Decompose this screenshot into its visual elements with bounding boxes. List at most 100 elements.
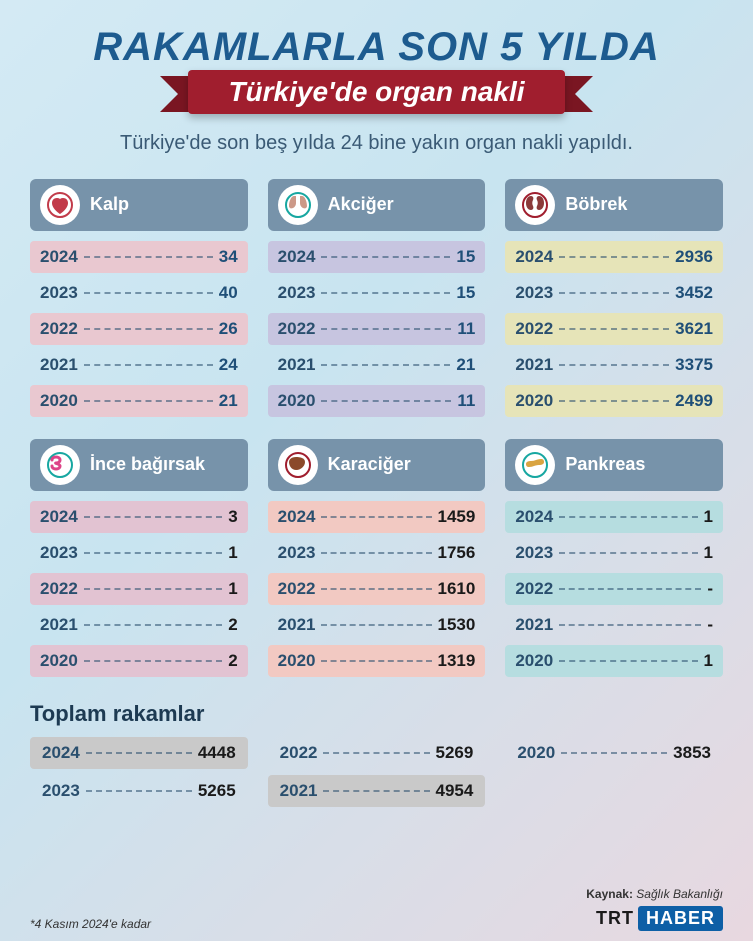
data-row: 20241459	[268, 501, 486, 533]
dots-separator	[84, 328, 213, 330]
value-label: 11	[457, 391, 475, 411]
year-label: 2022	[40, 319, 78, 339]
year-label: 2020	[515, 391, 553, 411]
total-row: 20225269	[268, 737, 486, 769]
dots-separator	[84, 256, 213, 258]
year-label: 2024	[515, 507, 553, 527]
dots-separator	[321, 328, 451, 330]
data-row: 20202	[30, 645, 248, 677]
value-label: 1756	[438, 543, 476, 563]
dots-separator	[559, 400, 669, 402]
organ-card: Akciğer202415202315202211202121202011	[268, 179, 486, 421]
value-label: 2	[228, 615, 237, 635]
total-year: 2024	[42, 743, 80, 763]
heart-icon	[40, 185, 80, 225]
data-row: 20223621	[505, 313, 723, 345]
data-row: 2023 1	[30, 537, 248, 569]
data-row: 20233452	[505, 277, 723, 309]
dots-separator	[84, 552, 222, 554]
dots-separator	[559, 660, 697, 662]
value-label: 1	[704, 543, 713, 563]
totals-title: Toplam rakamlar	[30, 701, 723, 727]
organ-grid: Kalp202434202340202226202124202021Akciğe…	[30, 179, 723, 681]
data-row: 2023 40	[30, 277, 248, 309]
data-row: 2023 1756	[268, 537, 486, 569]
data-row: 2021 3375	[505, 349, 723, 381]
year-label: 2020	[278, 651, 316, 671]
dots-separator	[84, 400, 213, 402]
total-value: 4954	[436, 781, 474, 801]
organ-header: Karaciğer	[268, 439, 486, 491]
value-label: 1610	[438, 579, 476, 599]
data-row: 2024 3	[30, 501, 248, 533]
value-label: 3621	[675, 319, 713, 339]
year-label: 2023	[40, 283, 78, 303]
value-label: 1319	[438, 651, 476, 671]
value-label: 1	[228, 543, 237, 563]
value-label: 24	[219, 355, 238, 375]
data-row: 202211	[268, 313, 486, 345]
data-row: 2022-	[505, 573, 723, 605]
trt-haber-logo: TRTHABER	[596, 906, 723, 931]
total-row: 20203853	[505, 737, 723, 769]
source-text: Kaynak: Sağlık Bakanlığı	[586, 887, 723, 901]
data-row: 2021 21	[268, 349, 486, 381]
dots-separator	[86, 790, 192, 792]
dots-separator	[84, 516, 222, 518]
year-label: 2023	[515, 283, 553, 303]
data-row: 202226	[30, 313, 248, 345]
total-year: 2020	[517, 743, 555, 763]
year-label: 2020	[515, 651, 553, 671]
value-label: 40	[219, 283, 238, 303]
total-row: 20244448	[30, 737, 248, 769]
value-label: 15	[456, 247, 475, 267]
dots-separator	[559, 256, 669, 258]
dots-separator	[559, 588, 701, 590]
year-label: 2023	[278, 543, 316, 563]
value-label: 3375	[675, 355, 713, 375]
year-label: 2023	[40, 543, 78, 563]
year-label: 2021	[278, 355, 316, 375]
year-label: 2020	[40, 391, 78, 411]
value-label: 1459	[438, 507, 476, 527]
year-label: 2021	[40, 615, 78, 635]
dots-separator	[84, 292, 213, 294]
organ-header: Pankreas	[505, 439, 723, 491]
data-row: 2024 15	[268, 241, 486, 273]
value-label: 1	[228, 579, 237, 599]
value-label: -	[707, 615, 713, 635]
dots-separator	[84, 660, 222, 662]
organ-name: Böbrek	[565, 195, 627, 215]
value-label: 1530	[438, 615, 476, 635]
total-value: 5265	[198, 781, 236, 801]
year-label: 2023	[515, 543, 553, 563]
year-label: 2021	[515, 355, 553, 375]
data-row: 202011	[268, 385, 486, 417]
total-row: 20214954	[268, 775, 486, 807]
organ-name: Akciğer	[328, 195, 394, 215]
year-label: 2022	[278, 319, 316, 339]
data-row: 202124	[30, 349, 248, 381]
data-row: 20242936	[505, 241, 723, 273]
value-label: 2499	[675, 391, 713, 411]
dots-separator	[561, 752, 667, 754]
year-label: 2022	[278, 579, 316, 599]
kidney-icon	[515, 185, 555, 225]
data-row: 20221	[30, 573, 248, 605]
data-row: 2021 2	[30, 609, 248, 641]
year-label: 2024	[278, 247, 316, 267]
value-label: 1	[704, 507, 713, 527]
pancreas-icon	[515, 445, 555, 485]
organ-card: Karaciğer2024145920231756202216102021153…	[268, 439, 486, 681]
subtitle-ribbon: Türkiye'de organ nakli	[188, 70, 564, 114]
year-label: 2024	[40, 507, 78, 527]
dots-separator	[84, 624, 222, 626]
organ-header: Böbrek	[505, 179, 723, 231]
dots-separator	[323, 752, 429, 754]
data-row: 20201	[505, 645, 723, 677]
main-title: RAKAMLARLA SON 5 YILDA	[30, 25, 723, 70]
value-label: 21	[456, 355, 475, 375]
organ-header: İnce bağırsak	[30, 439, 248, 491]
value-label: 3	[228, 507, 237, 527]
data-row: 2023 1	[505, 537, 723, 569]
